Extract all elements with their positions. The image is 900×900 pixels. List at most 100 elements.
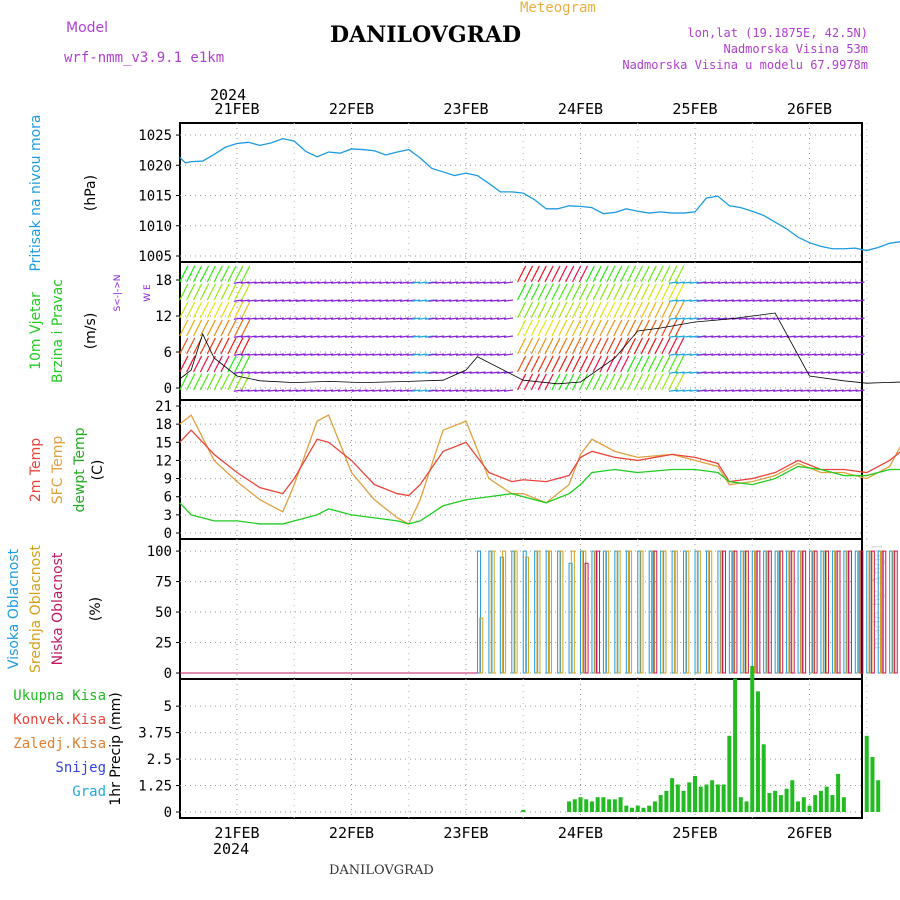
wind-barb xyxy=(418,317,428,320)
wind-barb xyxy=(199,283,210,301)
wind-barb xyxy=(261,389,271,392)
model-elevation-label: Nadmorska Visina u modelu 67.9978m xyxy=(622,58,868,72)
wind-barb xyxy=(247,371,257,374)
wind-barb xyxy=(281,299,291,302)
cloud-bar xyxy=(547,550,552,674)
wind-barb xyxy=(711,353,721,356)
cloud-bar xyxy=(694,550,699,674)
wind-barb xyxy=(773,371,783,374)
wind-barb xyxy=(303,353,313,356)
wind-barb xyxy=(807,317,817,320)
wind-barb xyxy=(240,371,250,374)
wind-barb xyxy=(731,371,741,374)
wind-barb xyxy=(689,389,699,392)
wind-barb xyxy=(731,281,741,284)
wind-barb xyxy=(324,389,334,392)
wind-barb xyxy=(435,371,445,374)
wind-barb xyxy=(448,335,459,338)
wind-barb xyxy=(281,317,291,320)
wind-barb xyxy=(759,299,769,302)
precip-legend-4: Grad xyxy=(72,784,106,800)
wind-barb xyxy=(365,317,375,320)
wind-barb xyxy=(834,353,844,356)
wind-barb xyxy=(428,371,438,374)
wind-barb xyxy=(411,371,421,374)
cloud-bar xyxy=(660,550,665,674)
y-tick-label: 1015 xyxy=(138,189,172,205)
wind-barb xyxy=(296,371,306,374)
cloud-bar xyxy=(683,550,688,674)
wind-barb xyxy=(240,335,250,338)
wind-barb xyxy=(675,353,685,356)
cloud-bar xyxy=(799,550,804,674)
wind-barb xyxy=(585,301,595,319)
wind-barb xyxy=(268,335,278,338)
precip-bar xyxy=(687,782,692,812)
wind-barb xyxy=(411,317,421,320)
wind-barb xyxy=(821,317,831,320)
pressure-label: Pritisak na nivou mora xyxy=(28,114,44,271)
wind-barb xyxy=(386,335,396,338)
cloud-bar xyxy=(476,550,481,674)
wind-barb xyxy=(358,353,368,356)
wind-barb xyxy=(807,299,817,302)
precip-bar xyxy=(589,801,594,812)
wind-barb xyxy=(399,317,409,320)
wind-barb xyxy=(814,335,824,338)
wind-barb xyxy=(274,335,285,338)
precip-bar xyxy=(784,788,789,812)
wind-barb xyxy=(428,299,438,302)
wind-barb xyxy=(331,389,341,392)
wind-barb xyxy=(324,371,334,374)
cloud-bar xyxy=(568,562,573,674)
wind-barb xyxy=(310,353,320,356)
wind-barb xyxy=(718,335,728,338)
wind-barb xyxy=(386,371,396,374)
precip-legend-1: Konvek.Kisa xyxy=(13,712,106,728)
wind-barb xyxy=(241,301,251,319)
wind-barb xyxy=(793,317,803,320)
wind-barb xyxy=(613,301,623,319)
wind-barb xyxy=(855,371,865,374)
wind-barb xyxy=(537,283,547,301)
wind-barb xyxy=(786,299,796,302)
wind-barb xyxy=(779,371,789,374)
wind-barb xyxy=(234,283,244,301)
wind-barb xyxy=(497,281,507,284)
wind-barb xyxy=(682,299,692,302)
precip-bar xyxy=(778,795,783,812)
wind-barb xyxy=(613,265,623,283)
wind-barb xyxy=(483,299,493,302)
precip-unit-label: 1hr Precip (mm) xyxy=(108,692,124,805)
wind-barb xyxy=(841,335,851,338)
wind-barb xyxy=(544,265,554,283)
y-tick-label: 5 xyxy=(164,699,172,715)
wind-barb xyxy=(689,281,699,284)
y-tick-label: 0 xyxy=(164,805,172,821)
wind-barb xyxy=(358,317,368,320)
wind-barb xyxy=(469,353,479,356)
wind-barb xyxy=(261,281,271,284)
precip-bar xyxy=(841,797,846,812)
wind-barb xyxy=(752,281,762,284)
wind-barb xyxy=(281,389,291,392)
wind-barb xyxy=(766,317,776,320)
cloud-bar xyxy=(836,550,841,674)
wind-barb xyxy=(455,335,465,338)
wind-barb xyxy=(365,335,375,338)
wind-barb xyxy=(483,353,493,356)
wind-barb xyxy=(682,335,692,338)
cloud-bar xyxy=(662,550,667,674)
wind-barb xyxy=(544,337,554,355)
wind-barb xyxy=(365,299,375,302)
wind-barb xyxy=(800,317,810,320)
day-label-top: 22FEB xyxy=(329,100,374,118)
precip-legend-2: Zaledj.Kisa xyxy=(13,736,106,752)
wind-barb xyxy=(606,283,616,301)
wind-barb xyxy=(731,299,741,302)
wind-barb xyxy=(317,371,327,374)
precip-bar xyxy=(801,797,806,812)
wind-barb xyxy=(247,281,257,284)
wind-barb xyxy=(571,337,582,355)
cloud-bar xyxy=(625,550,630,674)
